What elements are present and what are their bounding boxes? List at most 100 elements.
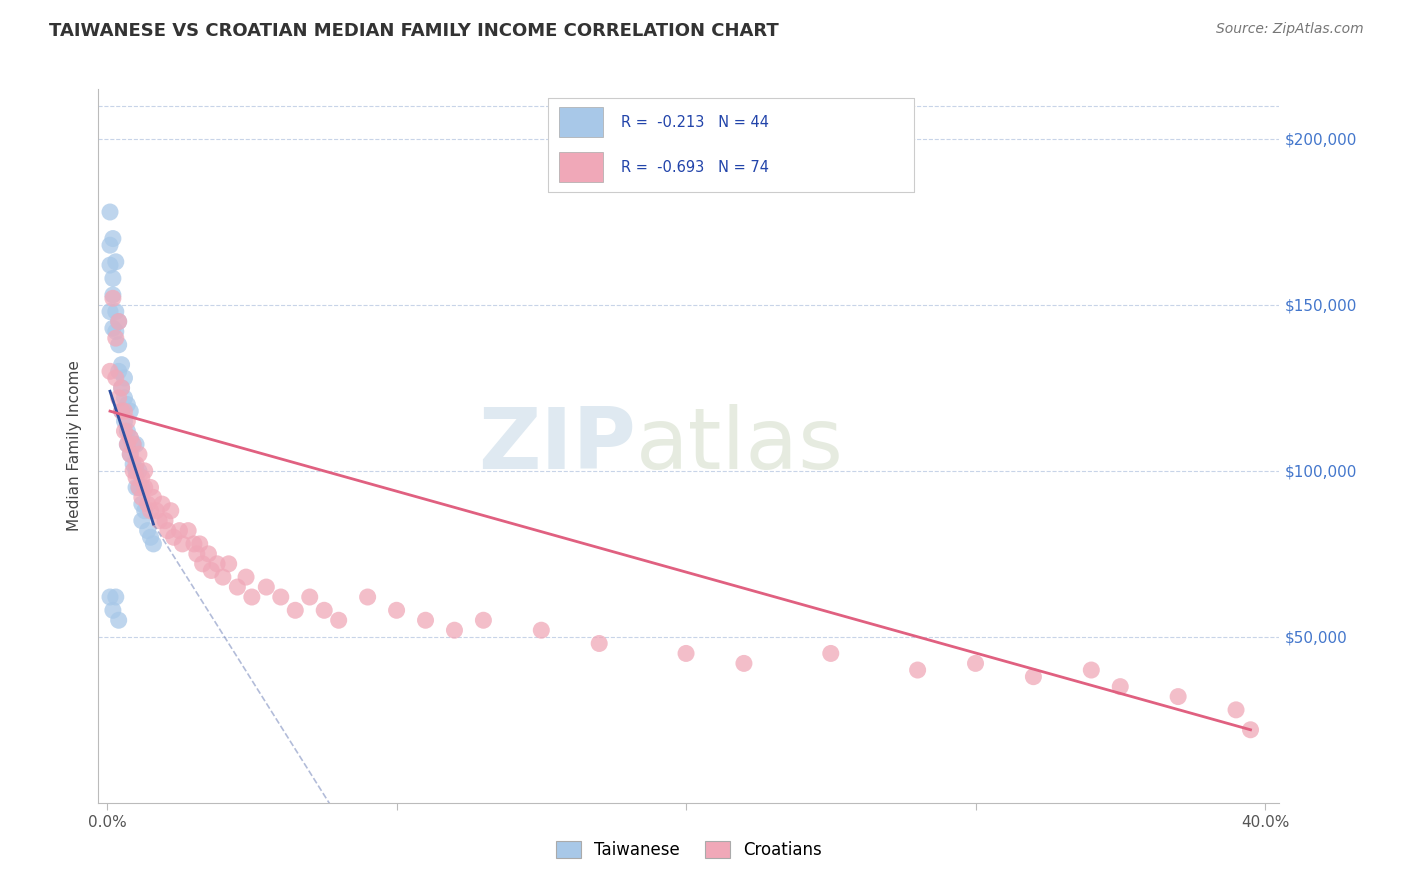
Point — [142, 537, 165, 551]
Point — [107, 338, 129, 352]
Point — [125, 457, 148, 471]
FancyBboxPatch shape — [560, 108, 603, 137]
Point — [284, 603, 307, 617]
Point — [134, 504, 156, 518]
Point — [148, 514, 170, 528]
Text: Source: ZipAtlas.com: Source: ZipAtlas.com — [1216, 22, 1364, 37]
Point — [104, 304, 127, 318]
Point — [150, 497, 173, 511]
Point — [101, 603, 124, 617]
Point — [117, 437, 139, 451]
FancyBboxPatch shape — [560, 153, 603, 183]
Point — [107, 391, 129, 405]
Point — [131, 470, 153, 484]
Point — [101, 271, 124, 285]
Point — [98, 304, 121, 318]
Point — [110, 404, 132, 418]
Point — [965, 657, 987, 671]
Point — [1239, 723, 1261, 737]
Point — [212, 570, 235, 584]
Point — [98, 364, 121, 378]
Point — [107, 314, 129, 328]
Point — [125, 481, 148, 495]
Point — [125, 470, 148, 484]
Point — [142, 491, 165, 505]
Point — [145, 504, 167, 518]
Point — [114, 404, 136, 418]
Point — [139, 481, 162, 495]
Point — [820, 647, 842, 661]
Point — [134, 481, 156, 495]
Point — [107, 364, 129, 378]
Text: R =  -0.693   N = 74: R = -0.693 N = 74 — [621, 160, 769, 175]
Point — [107, 314, 129, 328]
Text: TAIWANESE VS CROATIAN MEDIAN FAMILY INCOME CORRELATION CHART: TAIWANESE VS CROATIAN MEDIAN FAMILY INCO… — [49, 22, 779, 40]
Point — [114, 371, 136, 385]
Point — [101, 231, 124, 245]
Point — [675, 647, 697, 661]
Point — [114, 424, 136, 438]
Point — [254, 580, 277, 594]
Point — [98, 238, 121, 252]
Point — [101, 291, 124, 305]
Point — [472, 613, 495, 627]
Point — [156, 524, 179, 538]
Point — [128, 481, 150, 495]
Point — [128, 464, 150, 478]
Point — [153, 514, 176, 528]
Point — [240, 590, 263, 604]
Point — [122, 464, 145, 478]
Point — [125, 437, 148, 451]
Point — [134, 464, 156, 478]
Point — [98, 590, 121, 604]
Point — [163, 530, 186, 544]
Point — [104, 254, 127, 268]
Point — [101, 288, 124, 302]
Point — [104, 325, 127, 339]
Point — [131, 481, 153, 495]
Y-axis label: Median Family Income: Median Family Income — [67, 360, 83, 532]
Point — [385, 603, 408, 617]
Point — [415, 613, 437, 627]
Point — [120, 447, 142, 461]
Point — [117, 397, 139, 411]
Point — [136, 497, 159, 511]
Point — [122, 437, 145, 451]
Point — [270, 590, 292, 604]
Point — [314, 603, 336, 617]
Point — [114, 391, 136, 405]
Point — [107, 613, 129, 627]
Point — [159, 504, 181, 518]
Point — [205, 557, 228, 571]
Point — [120, 431, 142, 445]
Point — [104, 371, 127, 385]
Text: ZIP: ZIP — [478, 404, 636, 488]
Point — [1022, 670, 1045, 684]
Text: atlas: atlas — [636, 404, 844, 488]
Point — [98, 205, 121, 219]
Point — [110, 381, 132, 395]
Point — [188, 537, 211, 551]
Point — [131, 497, 153, 511]
Point — [169, 524, 191, 538]
Point — [122, 457, 145, 471]
Point — [122, 437, 145, 451]
Point — [120, 404, 142, 418]
Point — [139, 530, 162, 544]
Point — [128, 481, 150, 495]
Point — [131, 491, 153, 505]
Legend: Taiwanese, Croatians: Taiwanese, Croatians — [550, 834, 828, 866]
Point — [117, 414, 139, 428]
Point — [131, 514, 153, 528]
Point — [110, 404, 132, 418]
Point — [443, 624, 465, 638]
Text: R =  -0.213   N = 44: R = -0.213 N = 44 — [621, 115, 769, 130]
Point — [177, 524, 200, 538]
Point — [101, 321, 124, 335]
Point — [136, 524, 159, 538]
Point — [104, 590, 127, 604]
Point — [733, 657, 755, 671]
Point — [186, 547, 208, 561]
Point — [125, 464, 148, 478]
Point — [1167, 690, 1189, 704]
